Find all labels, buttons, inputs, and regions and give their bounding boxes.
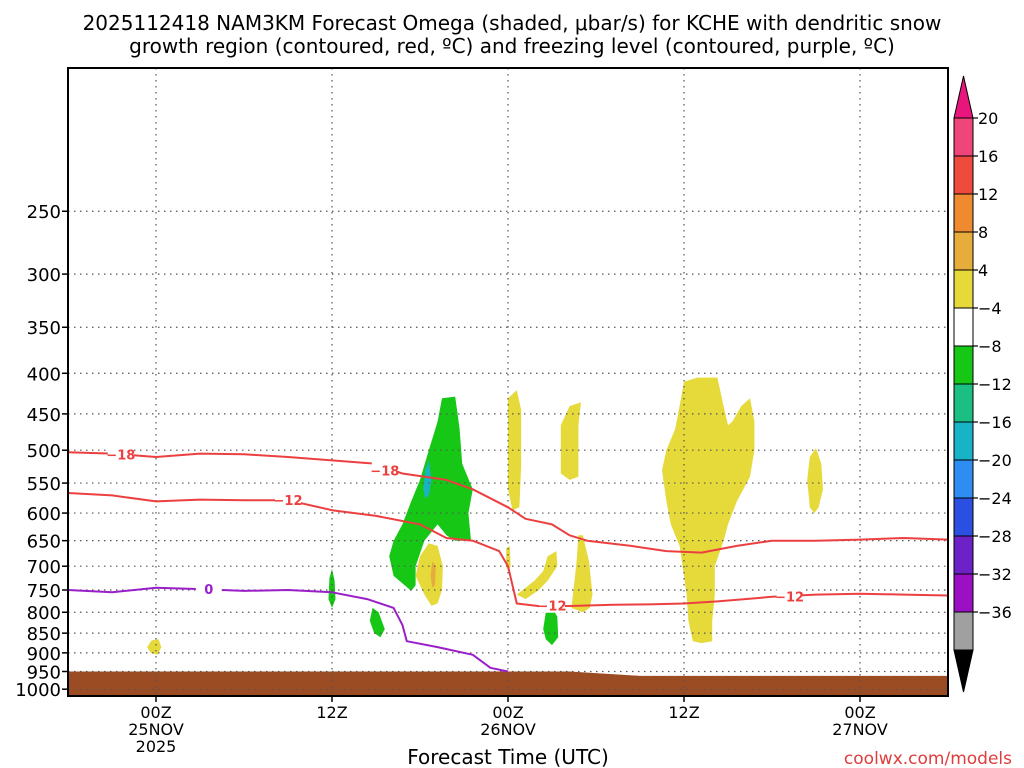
colorbar-top-arrow <box>953 75 974 119</box>
colorbar-swatch-0 <box>953 117 974 157</box>
ground-fill <box>68 671 948 696</box>
y-tick-label-700: 700 <box>27 557 61 578</box>
dgz-minus18-label-bg-1 <box>371 462 398 478</box>
y-tick-label-950: 950 <box>27 662 61 683</box>
colorbar-label-6: −8 <box>978 337 1002 356</box>
chart-title-line2: growth region (contoured, red, ºC) and f… <box>129 34 895 58</box>
y-axis: 2503003504004505005506006507007508008509… <box>15 202 68 701</box>
terrain-ground <box>68 671 948 696</box>
freezing-level-label-0: 0 <box>204 583 213 598</box>
y-tick-label-500: 500 <box>27 441 61 462</box>
upward-motion-green-small-1 <box>328 568 336 608</box>
y-tick-label-600: 600 <box>27 504 61 525</box>
dgz-minus18-label-bg-0 <box>107 446 134 462</box>
colorbar-swatch-8 <box>953 421 974 461</box>
dgz-minus12-line <box>67 492 949 608</box>
colorbar-label-2: 12 <box>978 185 998 204</box>
x-tick-label-40-2: 26NOV <box>480 720 536 739</box>
colorbar-label-7: −12 <box>978 375 1012 394</box>
x-tick-label-0-1: 00Z <box>140 703 171 722</box>
x-axis-title: Forecast Time (UTC) <box>407 745 609 768</box>
colorbar-label-0: 20 <box>978 109 998 128</box>
colorbar-swatch-11 <box>953 535 974 575</box>
y-tick-label-1000: 1000 <box>15 680 61 701</box>
colorbar-label-13: −36 <box>978 603 1012 622</box>
upward-motion-green-small-2 <box>369 607 385 638</box>
colorbar-swatch-7 <box>953 383 974 423</box>
colorbar-swatch-13 <box>953 611 974 651</box>
y-tick-label-750: 750 <box>27 581 61 602</box>
upward-motion-green-main <box>389 396 473 591</box>
downward-orange-center <box>430 561 436 588</box>
colorbar-label-10: −24 <box>978 489 1012 508</box>
colorbar-label-8: −16 <box>978 413 1012 432</box>
dgz-minus12-label-bg-0 <box>275 492 301 508</box>
dgz-minus12-label-2: −12 <box>775 590 804 605</box>
colorbar-swatch-6 <box>953 345 974 385</box>
dgz-minus18-line <box>67 451 949 554</box>
downward-yellow-right <box>807 448 823 514</box>
downward-yellow-1 <box>508 390 522 511</box>
downward-yellow-big <box>662 377 755 644</box>
downward-yellow-4 <box>516 551 558 600</box>
y-tick-label-850: 850 <box>27 624 61 645</box>
grid-lines <box>68 68 948 696</box>
colorbar: 20 16 12 8 4 −4 −8 −12 −16 −20 −24 −28 −32 −36 <box>953 75 1012 693</box>
colorbar-swatch-2 <box>953 193 974 233</box>
colorbar-label-4: 4 <box>978 261 988 280</box>
y-tick-label-900: 900 <box>27 644 61 665</box>
colorbar-label-1: 16 <box>978 147 998 166</box>
dgz-minus12-label-1: −12 <box>538 600 567 615</box>
y-tick-label-250: 250 <box>27 202 61 223</box>
colorbar-swatch-5 <box>953 307 974 347</box>
y-tick-label-800: 800 <box>27 603 61 624</box>
plot-frame <box>67 67 949 697</box>
y-tick-label-350: 350 <box>27 318 61 339</box>
x-tick-label-80-1: 00Z <box>844 703 875 722</box>
x-tick-label-20-1: 12Z <box>316 703 347 722</box>
downward-yellow-2 <box>560 402 581 480</box>
colorbar-label-9: −20 <box>978 451 1012 470</box>
x-tick-label-0-2: 25NOV <box>128 720 184 739</box>
x-tick-label-40-1: 00Z <box>492 703 523 722</box>
y-tick-label-450: 450 <box>27 405 61 426</box>
upward-motion-green-small-3 <box>543 607 559 646</box>
colorbar-swatch-4 <box>953 269 974 309</box>
colorbar-swatch-3 <box>953 231 974 271</box>
dgz-minus12-label-0: −12 <box>274 494 303 509</box>
dgz-minus12-label-bg-2 <box>776 588 803 604</box>
colorbar-swatch-12 <box>953 573 974 613</box>
chart-title-line1: 2025112418 NAM3KM Forecast Omega (shaded… <box>83 11 942 35</box>
freezing-level-label-bg-0 <box>195 581 222 597</box>
colorbar-bottom-arrow <box>953 649 974 693</box>
upward-motion-cyan-core <box>423 460 432 499</box>
dgz-minus18-label-0: −18 <box>106 448 135 463</box>
colorbar-label-12: −32 <box>978 565 1012 584</box>
colorbar-swatch-1 <box>953 155 974 195</box>
downward-yellow-5 <box>571 535 593 613</box>
colorbar-label-3: 8 <box>978 223 988 242</box>
colorbar-swatch-9 <box>953 459 974 499</box>
colorbar-swatch-10 <box>953 497 974 537</box>
dgz-minus12-label-bg-1 <box>539 597 565 613</box>
dgz-minus18-label-1: −18 <box>370 464 399 479</box>
y-tick-label-300: 300 <box>27 265 61 286</box>
x-tick-label-80-2: 27NOV <box>832 720 888 739</box>
y-tick-label-550: 550 <box>27 474 61 495</box>
x-tick-label-60-1: 12Z <box>668 703 699 722</box>
colorbar-label-11: −28 <box>978 527 1012 546</box>
freezing-level-line <box>67 586 509 673</box>
omega-fills <box>147 377 823 655</box>
credit-text: coolwx.com/models <box>844 749 1012 768</box>
colorbar-label-5: −4 <box>978 299 1002 318</box>
y-tick-label-650: 650 <box>27 532 61 553</box>
x-tick-label-0-3: 2025 <box>136 737 177 756</box>
downward-yellow-low <box>147 639 162 655</box>
y-tick-label-400: 400 <box>27 364 61 385</box>
contour-lines: −18 −18 −12 −12 −12 0 <box>67 446 949 673</box>
